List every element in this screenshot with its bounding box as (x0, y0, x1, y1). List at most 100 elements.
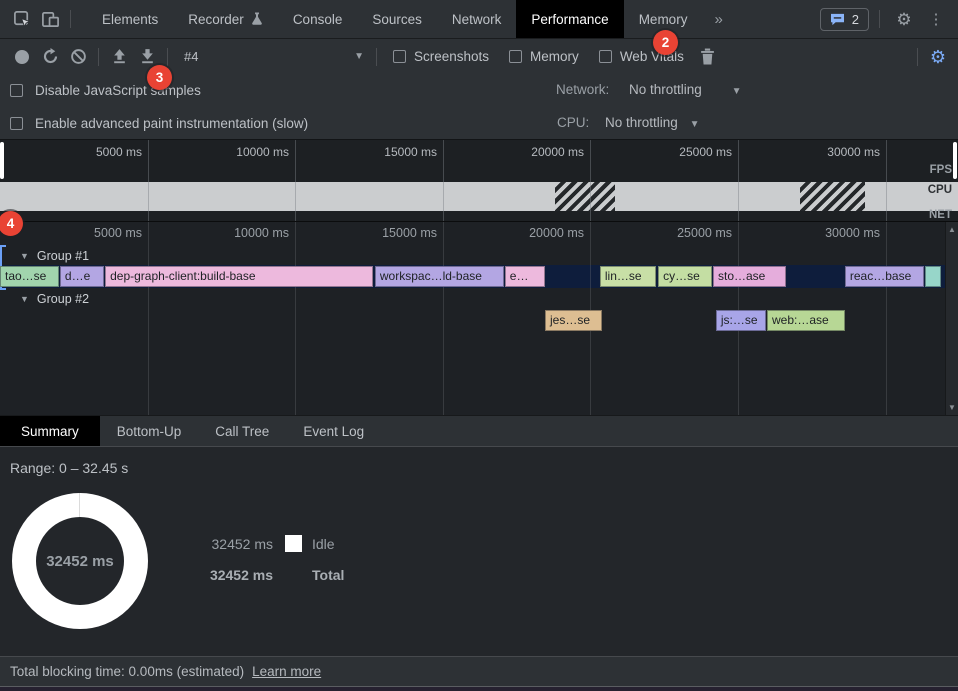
checkbox-box[interactable] (509, 50, 523, 63)
ruler-tick-label: 20000 ms (531, 145, 584, 159)
checkbox-screenshots[interactable]: Screenshots (393, 49, 489, 64)
overview-cpu-band (0, 182, 958, 211)
overview-left-handle[interactable] (0, 142, 4, 179)
tab-elements[interactable]: Elements (87, 0, 173, 38)
cpu-throttling-select[interactable]: CPU: No throttling ▼ (557, 115, 700, 130)
timeline-bar[interactable]: tao…se (0, 266, 59, 287)
window-bottom-edge (0, 686, 958, 691)
overview[interactable]: FPS CPU NET 5000 ms 10000 ms 15000 ms 20000… (0, 140, 958, 222)
timeline-bar[interactable]: web:…ase (767, 310, 845, 331)
total-blocking-time-text: Total blocking time: 0.00ms (estimated) (10, 664, 245, 679)
inspect-cursor-icon (13, 10, 31, 28)
ruler-tick-label: 20000 ms (529, 226, 584, 240)
clear-button[interactable] (64, 44, 92, 70)
record-icon (15, 49, 29, 64)
footer-bar: Total blocking time: 0.00ms (estimated) … (0, 656, 958, 686)
timeline-bar[interactable]: d…e (59, 266, 104, 287)
delete-recording-button[interactable] (694, 44, 722, 70)
load-profile-button[interactable] (105, 44, 133, 70)
reload-icon (43, 48, 57, 64)
timeline-bar[interactable]: jes…se (545, 310, 602, 331)
tab-summary[interactable]: Summary (0, 416, 100, 446)
capture-settings-button[interactable]: ⚙ (924, 44, 952, 70)
history-select[interactable]: #4 ▼ (178, 49, 370, 64)
legend-row-total: 32452 ms Total (208, 566, 344, 583)
step-badge-4: 4 (0, 211, 23, 236)
cpu-busy-hatch (800, 182, 865, 211)
learn-more-link[interactable]: Learn more (252, 664, 322, 679)
timeline-bar[interactable]: sto…ase (713, 266, 786, 287)
advanced-paint-row[interactable]: Enable advanced paint instrumentation (s… (0, 107, 958, 140)
disable-js-samples-checkbox[interactable] (10, 84, 23, 97)
timeline-scrollbar[interactable]: ▲ ▼ (945, 222, 958, 415)
upload-icon (113, 49, 125, 64)
divider (98, 47, 99, 66)
reload-and-record-button[interactable] (36, 44, 64, 70)
timeline-bar[interactable]: workspac…ld-base (374, 266, 504, 287)
timeline-bar[interactable]: e… (504, 266, 545, 287)
checkbox-box[interactable] (393, 50, 406, 63)
ruler-tick-label: 30000 ms (827, 145, 880, 159)
ruler-tick-label: 5000 ms (95, 145, 142, 159)
gridline (443, 222, 444, 415)
group2-name: Group #2 (36, 292, 90, 306)
devtools-tabbar: Elements Recorder Console Sources Network Per… (0, 0, 958, 39)
cpu-throttling-value: No throttling (605, 115, 678, 130)
group-header-2[interactable]: ▼ Group #2 (0, 290, 89, 308)
idle-color-swatch (285, 535, 302, 552)
ruler-tick-label: 10000 ms (236, 145, 289, 159)
tab-call-tree[interactable]: Call Tree (215, 423, 270, 439)
settings-button[interactable]: ⚙ (890, 6, 918, 32)
ruler-tick-label: 15000 ms (384, 145, 437, 159)
overview-right-handle[interactable] (953, 142, 957, 179)
tab-label: Network (451, 11, 502, 27)
divider (917, 47, 918, 66)
gridline (443, 140, 444, 221)
record-button[interactable] (8, 44, 36, 70)
timeline-bar[interactable]: dep-graph-client:build-base (105, 266, 373, 287)
legend-total-value: 32452 ms (209, 566, 273, 583)
advanced-paint-checkbox[interactable] (10, 117, 23, 130)
divider (376, 47, 377, 66)
download-icon (141, 49, 153, 64)
tab-memory[interactable]: Memory (624, 0, 703, 38)
main-menu-button[interactable]: ⋮ (922, 6, 950, 32)
checkbox-label: Screenshots (414, 49, 490, 64)
tab-sources[interactable]: Sources (357, 0, 437, 38)
tab-label: Console (292, 11, 343, 27)
tab-event-log[interactable]: Event Log (303, 423, 365, 439)
tab-performance[interactable]: Performance (516, 0, 624, 38)
scroll-up-icon[interactable]: ▲ (948, 225, 956, 234)
tab-console[interactable]: Console (278, 0, 358, 38)
timeline-bar[interactable]: js:…se (715, 310, 766, 331)
donut-center-label: 32452 ms (46, 552, 114, 570)
timeline-bar[interactable] (924, 266, 941, 287)
save-profile-button[interactable] (133, 44, 161, 70)
gridline (738, 140, 739, 221)
inspect-element-button[interactable] (8, 6, 36, 32)
caret-down-icon: ▼ (689, 119, 700, 130)
ruler-tick-label: 5000 ms (94, 226, 142, 240)
timeline-bar[interactable]: cy…se (658, 266, 713, 287)
timeline-flamechart[interactable]: ▼ Group #1 ▼ Group #2 ▲ ▼ 5000 ms 10000 m… (0, 222, 958, 415)
ruler-tick-label: 10000 ms (234, 226, 289, 240)
scroll-down-icon[interactable]: ▼ (948, 403, 956, 412)
tab-bottom-up[interactable]: Bottom-Up (116, 423, 182, 439)
divider (167, 47, 168, 66)
timeline-bar[interactable]: lin…se (599, 266, 656, 287)
tab-network[interactable]: Network (437, 0, 517, 38)
device-toolbar-button[interactable] (36, 6, 64, 32)
capture-settings-gear-icon: ⚙ (929, 46, 947, 67)
disable-js-samples-row[interactable]: Disable JavaScript samples (0, 74, 958, 107)
issues-count: 2 (851, 11, 859, 27)
checkbox-memory[interactable]: Memory (509, 49, 579, 64)
checkbox-box[interactable] (598, 50, 612, 63)
tabbar-tabs: Elements Recorder Console Sources Network Per… (87, 0, 702, 38)
tab-recorder[interactable]: Recorder (173, 0, 278, 38)
network-throttling-select[interactable]: Network: No throttling ▼ (556, 82, 742, 97)
three-dots-icon: ⋮ (928, 10, 944, 28)
issues-counter[interactable]: 2 (819, 7, 869, 31)
timeline-bar[interactable]: reac…base (844, 266, 924, 287)
more-tabs-button[interactable]: » (714, 10, 723, 28)
group-header-1[interactable]: ▼ Group #1 (0, 247, 89, 265)
